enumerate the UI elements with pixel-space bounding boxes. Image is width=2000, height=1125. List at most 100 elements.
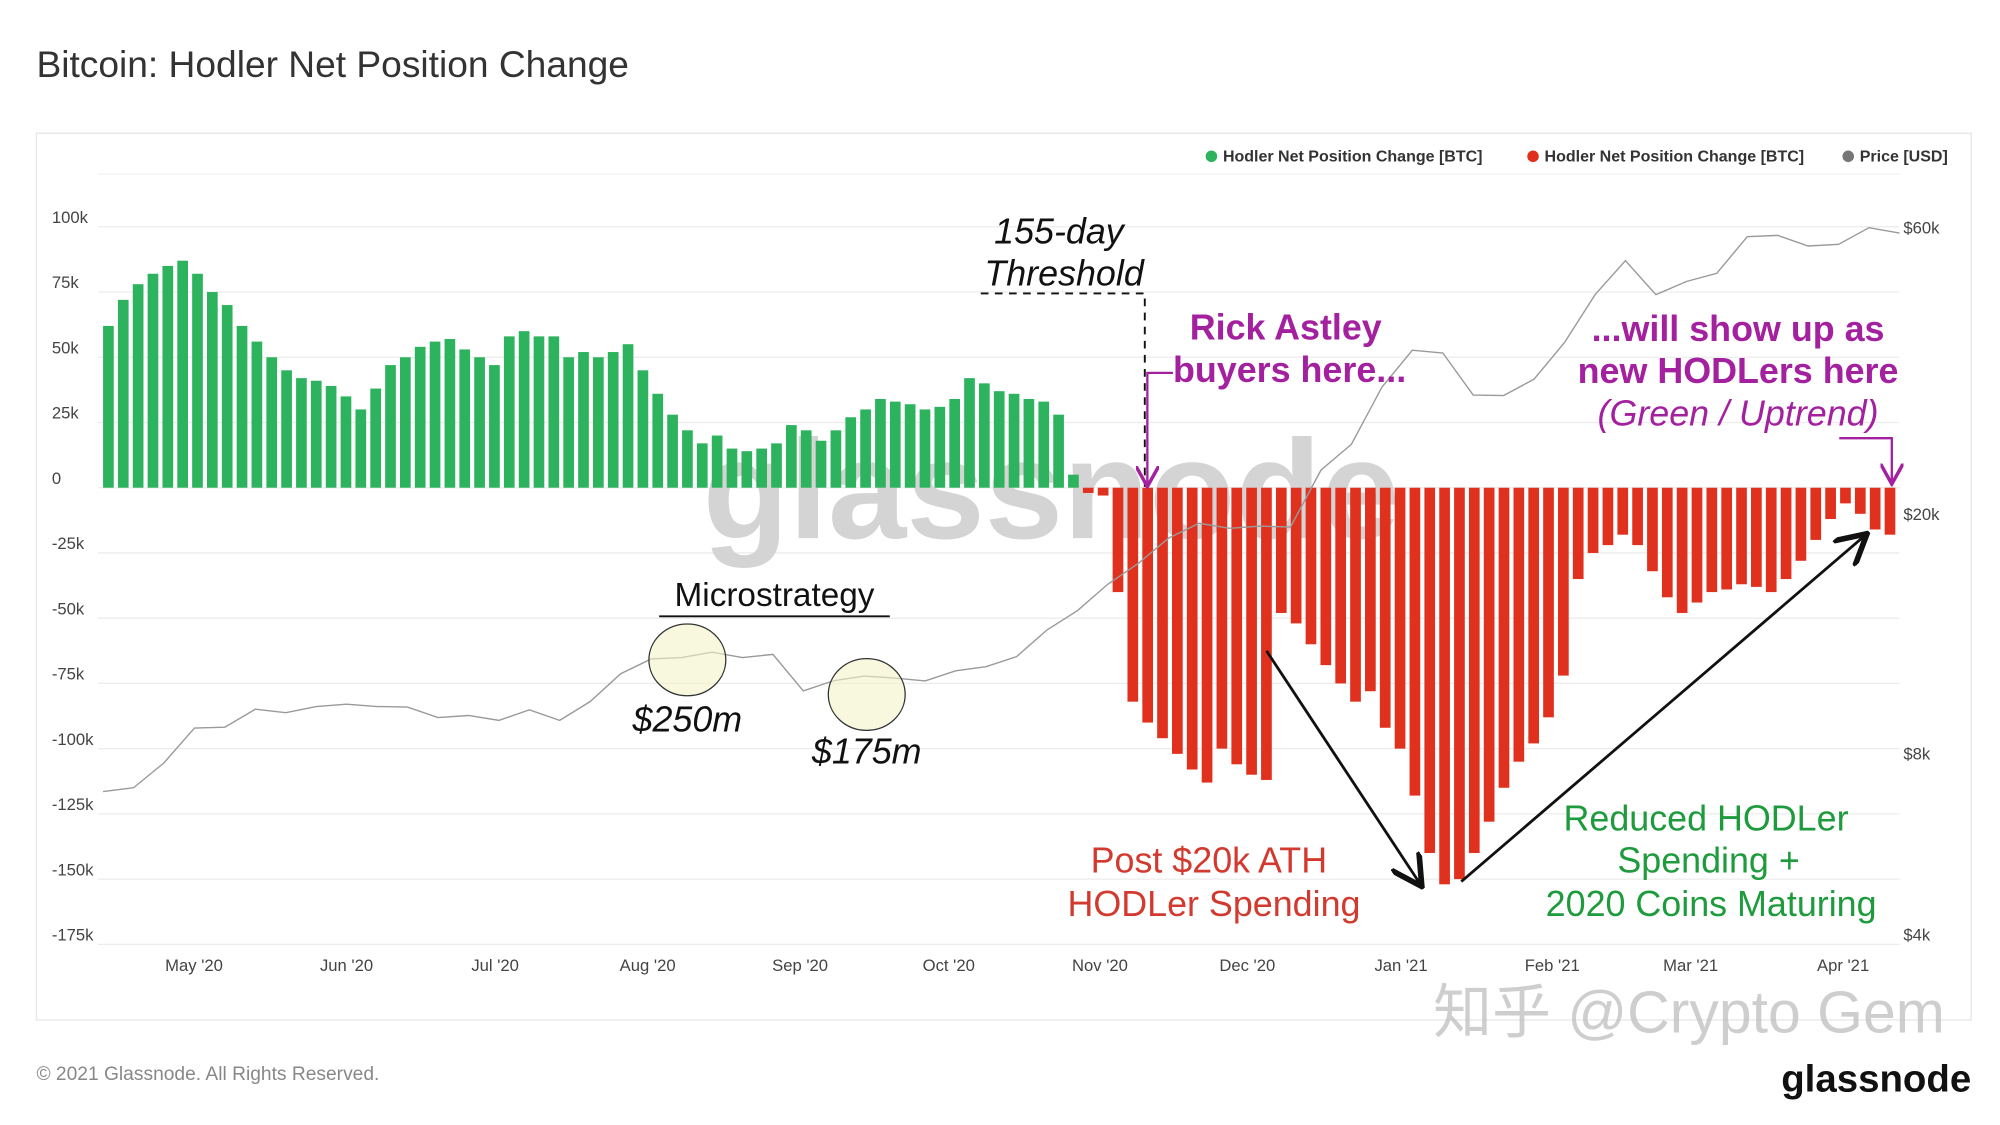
purchase-circle-175m <box>827 657 906 731</box>
bar-positive <box>607 352 619 488</box>
x-tick-label: Sep '20 <box>772 956 828 975</box>
legend-price[interactable]: Price [USD] <box>1860 148 1948 165</box>
bar-negative <box>1231 487 1243 765</box>
bar-positive <box>192 273 203 488</box>
y-tick-label: -25k <box>52 534 85 553</box>
bar-positive <box>904 404 916 488</box>
bar-positive <box>370 388 381 488</box>
bar-negative <box>1572 487 1584 580</box>
y-tick-label: -125k <box>52 795 94 814</box>
reduced-label-2: Spending + <box>1617 841 1799 881</box>
bar-positive <box>103 325 114 488</box>
bar-positive <box>741 451 753 488</box>
y-tick-label: 0 <box>52 469 61 488</box>
bar-positive <box>117 299 129 488</box>
post-ath-label-1: Post $20k ATH <box>1091 841 1328 881</box>
legend-green[interactable]: Hodler Net Position Change [BTC] <box>1223 148 1483 165</box>
legend-red[interactable]: Hodler Net Position Change [BTC] <box>1545 148 1805 165</box>
bar-negative <box>1587 487 1599 553</box>
copyright-footer: © 2021 Glassnode. All Rights Reserved. <box>36 1064 379 1085</box>
bar-negative <box>1320 487 1332 666</box>
legend-price-dot <box>1842 150 1855 163</box>
bar-negative <box>1751 487 1762 587</box>
bar-positive <box>206 292 218 488</box>
bar-positive <box>845 417 857 488</box>
bar-negative <box>1543 487 1554 718</box>
bar-positive <box>1023 399 1035 488</box>
purchase-175m-label: $175m <box>811 732 922 772</box>
glassnode-logo: glassnode <box>1781 1058 1971 1101</box>
threshold-label-2: Threshold <box>984 254 1145 294</box>
bar-positive <box>385 365 396 488</box>
bar-negative <box>1290 487 1302 624</box>
bar-positive <box>1008 393 1020 488</box>
bar-negative <box>1854 487 1866 514</box>
bar-negative <box>1201 487 1213 783</box>
bar-positive <box>221 305 233 488</box>
bar-negative <box>1528 487 1540 744</box>
bar-positive <box>1053 414 1064 488</box>
bar-negative <box>1780 487 1792 580</box>
bar-negative <box>1676 487 1688 613</box>
bar-positive <box>1038 401 1050 488</box>
rick-label-2: buyers here... <box>1173 350 1406 390</box>
bar-negative <box>1097 487 1109 496</box>
y-right-tick-label: $20k <box>1903 505 1940 524</box>
bar-negative <box>1409 487 1421 796</box>
x-tick-label: Dec '20 <box>1219 956 1275 975</box>
x-tick-label: Aug '20 <box>620 956 676 975</box>
bar-negative <box>1632 487 1643 546</box>
bar-positive <box>637 370 649 488</box>
reduced-label-1: Reduced HODLer <box>1563 798 1848 838</box>
bar-positive <box>162 265 174 488</box>
y-tick-label: 25k <box>52 404 80 423</box>
bar-negative <box>1424 487 1436 854</box>
bar-positive <box>860 409 871 488</box>
bar-positive <box>355 409 367 488</box>
y-tick-label: -150k <box>52 860 94 879</box>
y-tick-label: -75k <box>52 665 85 684</box>
bar-negative <box>1765 487 1777 593</box>
legend-red-dot <box>1527 150 1539 163</box>
bar-positive <box>919 409 931 488</box>
bar-positive <box>979 383 990 488</box>
bar-positive <box>310 380 322 488</box>
bar-positive <box>964 378 975 488</box>
bar-negative <box>1186 487 1198 770</box>
bar-negative <box>1350 487 1361 702</box>
bar-positive <box>132 284 144 488</box>
bar-positive <box>771 443 782 488</box>
bar-negative <box>1365 487 1376 692</box>
y-right-tick-label: $8k <box>1903 744 1931 763</box>
x-tick-label: Feb '21 <box>1525 956 1580 975</box>
y-tick-label: 75k <box>52 273 80 292</box>
y-tick-label: 50k <box>52 338 80 357</box>
bar-positive <box>281 370 292 488</box>
will-label-1: ...will show up as <box>1592 309 1885 349</box>
bar-negative <box>1706 487 1718 593</box>
bar-positive <box>489 365 500 488</box>
bar-negative <box>1246 487 1257 775</box>
bar-positive <box>830 430 842 488</box>
bar-negative <box>1661 487 1673 598</box>
bar-negative <box>1157 487 1168 739</box>
bar-positive <box>444 338 456 488</box>
microstrategy-label: Microstrategy <box>675 577 875 614</box>
bar-negative <box>1216 487 1228 749</box>
bar-positive <box>533 336 545 488</box>
price-line <box>102 226 1900 793</box>
bar-positive <box>711 435 723 488</box>
bar-positive <box>622 344 634 488</box>
bar-negative <box>1394 487 1406 749</box>
bar-positive <box>934 406 946 488</box>
bar-negative <box>1884 487 1896 535</box>
y-tick-label: 100k <box>52 208 89 227</box>
bar-positive <box>696 443 708 488</box>
bar-negative <box>1825 487 1836 520</box>
bar-negative <box>1483 487 1495 822</box>
x-tick-label: Jul '20 <box>471 956 519 975</box>
purchase-circle-250m <box>648 623 727 697</box>
bar-positive <box>667 414 678 488</box>
bar-positive <box>340 396 352 488</box>
